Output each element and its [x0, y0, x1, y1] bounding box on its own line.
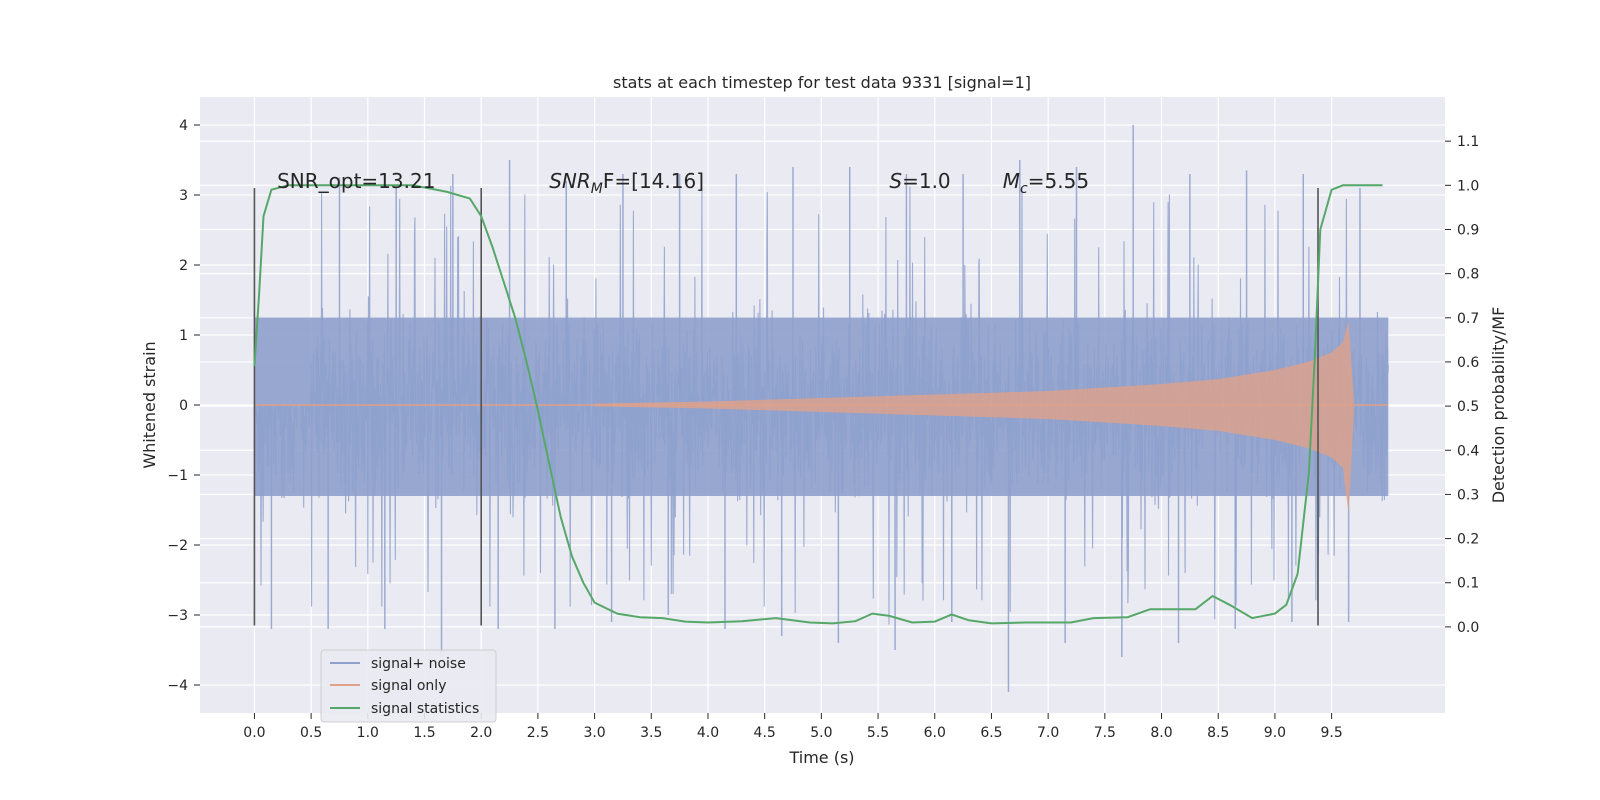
annotation-2: S=1.0: [889, 169, 950, 193]
x-tick-label-8.0: 8.0: [1150, 725, 1172, 741]
signal-statistics-line: [253, 184, 1383, 625]
x-tick-label-2.5: 2.5: [527, 725, 549, 741]
x-tick-label-1.5: 1.5: [413, 725, 435, 741]
x-tick-label-5.5: 5.5: [867, 725, 889, 741]
x-axis-ticks: 0.0 0.5 1.0 1.5 2.0 2.5 3.0 3.5 4.0 4.5 5.0 5.5 6.0 6…: [243, 713, 1343, 741]
series-signal-only: [254, 321, 1389, 515]
y-tick-label-4: 4: [179, 118, 188, 134]
yr-tick-label-0.7: 0.7: [1457, 311, 1479, 327]
y-tick-label-0: 0: [179, 398, 188, 414]
legend: signal+ noise signal only signal statist…: [320, 649, 497, 723]
x-tick-label-8.5: 8.5: [1207, 725, 1229, 741]
annotations: SNR_opt=13.21 SNRMF=[14.16] S=1.0 Mc=5.55: [277, 169, 1089, 197]
yr-tick-label-0.3: 0.3: [1457, 487, 1479, 503]
annotation-0: SNR_opt=13.21: [277, 169, 435, 193]
yr-tick-label-0.9: 0.9: [1457, 222, 1479, 238]
series-signal-statistics: [253, 184, 1383, 625]
yr-tick-label-0.0: 0.0: [1457, 620, 1479, 636]
x-axis-label: Time (s): [788, 748, 854, 767]
x-tick-label-6.0: 6.0: [924, 725, 946, 741]
y-tick-label-−3: −3: [167, 608, 188, 624]
y-tick-label-−2: −2: [167, 538, 188, 554]
yr-tick-label-0.2: 0.2: [1457, 532, 1479, 548]
y-axis-label: Whitened strain: [140, 341, 159, 468]
y-right-axis-ticks: 1.1 1.0 0.9 0.8 0.7 0.6 0.5 0.4 0.3 0.2 0.1 0.0: [1445, 134, 1479, 636]
yr-tick-label-1.0: 1.0: [1457, 178, 1479, 194]
x-tick-label-2.0: 2.0: [470, 725, 492, 741]
x-tick-label-0.0: 0.0: [243, 725, 265, 741]
yr-tick-label-0.5: 0.5: [1457, 399, 1479, 415]
y-right-axis-label: Detection probability/MF: [1489, 307, 1508, 504]
x-tick-label-7.0: 7.0: [1037, 725, 1059, 741]
x-tick-label-7.5: 7.5: [1094, 725, 1116, 741]
x-tick-label-9.5: 9.5: [1320, 725, 1342, 741]
yr-tick-label-0.8: 0.8: [1457, 267, 1479, 283]
x-tick-label-6.5: 6.5: [980, 725, 1002, 741]
y-tick-label-−4: −4: [167, 678, 188, 694]
y-tick-label-1: 1: [179, 328, 188, 344]
y-tick-label-2: 2: [179, 258, 188, 274]
signal-only-envelope: [594, 321, 1355, 515]
y-tick-label-3: 3: [179, 188, 188, 204]
x-tick-label-1.0: 1.0: [357, 725, 379, 741]
legend-box: [320, 649, 497, 723]
chart-title: stats at each timestep for test data 933…: [613, 73, 1031, 92]
y-axis-ticks: 4 3 2 1 0 −1 −2 −3 −4: [167, 118, 200, 694]
x-tick-label-0.5: 0.5: [300, 725, 322, 741]
x-tick-label-5.0: 5.0: [810, 725, 832, 741]
x-tick-label-4.0: 4.0: [697, 725, 719, 741]
yr-tick-label-0.4: 0.4: [1457, 443, 1479, 459]
x-tick-label-3.5: 3.5: [640, 725, 662, 741]
legend-entry-signal-statistics: signal statistics: [371, 701, 479, 717]
yr-tick-label-1.1: 1.1: [1457, 134, 1479, 150]
annotation-3: Mc=5.55: [1003, 169, 1089, 197]
yr-tick-label-0.6: 0.6: [1457, 355, 1479, 371]
x-tick-label-9.0: 9.0: [1264, 725, 1286, 741]
yr-tick-label-0.1: 0.1: [1457, 576, 1479, 592]
annotation-1: SNRMF=[14.16]: [549, 169, 704, 197]
legend-entry-signal-only: signal only: [371, 678, 446, 694]
y-tick-label-−1: −1: [167, 468, 188, 484]
x-tick-label-3.0: 3.0: [583, 725, 605, 741]
legend-entry-signal-noise: signal+ noise: [371, 656, 466, 672]
x-tick-label-4.5: 4.5: [754, 725, 776, 741]
